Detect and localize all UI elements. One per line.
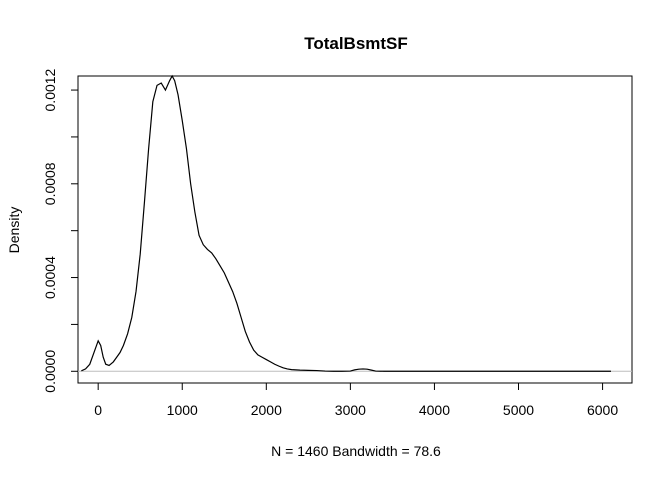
y-tick-label: 0.0008 xyxy=(42,162,58,205)
y-tick-label: 0.0012 xyxy=(42,68,58,111)
x-tick-label: 6000 xyxy=(587,402,618,418)
x-tick-label: 3000 xyxy=(335,402,366,418)
x-tick-label: 4000 xyxy=(419,402,450,418)
x-tick-label: 2000 xyxy=(251,402,282,418)
plot-frame xyxy=(77,75,633,384)
y-tick-label: 0.0004 xyxy=(42,256,58,299)
y-axis: 0.0000 0.0004 0.0008 0.0012 xyxy=(42,68,78,393)
x-axis-label: N = 1460 Bandwidth = 78.6 xyxy=(271,443,441,459)
x-tick-label: 1000 xyxy=(167,402,198,418)
chart-title: TotalBsmtSF xyxy=(304,34,408,53)
x-axis: 0 1000 2000 3000 4000 5000 6000 xyxy=(94,383,618,418)
x-tick-label: 0 xyxy=(94,402,102,418)
x-tick-label: 5000 xyxy=(503,402,534,418)
y-axis-label: Density xyxy=(6,207,22,254)
density-curve xyxy=(81,74,611,372)
y-tick-label: 0.0000 xyxy=(42,350,58,393)
